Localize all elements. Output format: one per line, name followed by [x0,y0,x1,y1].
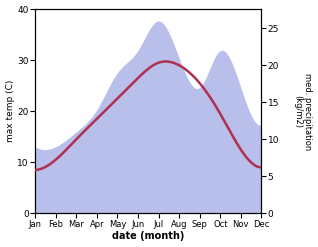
X-axis label: date (month): date (month) [112,231,184,242]
Y-axis label: med. precipitation
(kg/m2): med. precipitation (kg/m2) [293,73,313,150]
Y-axis label: max temp (C): max temp (C) [5,80,15,143]
